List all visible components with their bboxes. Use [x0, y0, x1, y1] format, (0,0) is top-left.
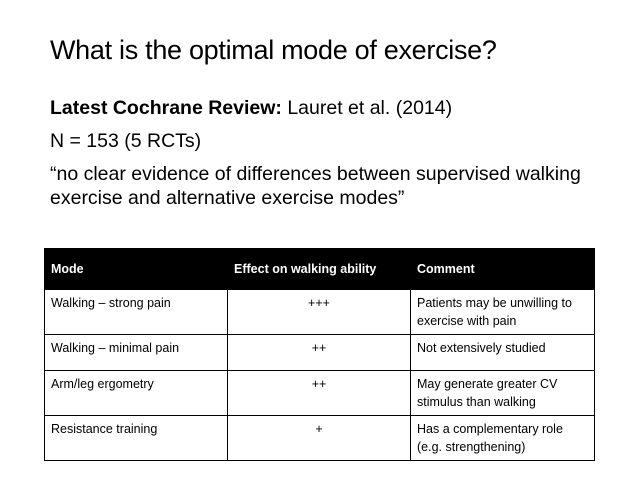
table-row: Walking – strong pain +++ Patients may b… — [44, 289, 595, 335]
slide-title: What is the optimal mode of exercise? — [50, 35, 497, 65]
header-mode: Mode — [44, 248, 228, 290]
header-effect: Effect on walking ability — [227, 248, 411, 290]
table-row: Resistance training + Has a complementar… — [44, 415, 595, 461]
cell-comment: Patients may be unwilling to exercise wi… — [410, 289, 595, 335]
cell-effect: +++ — [227, 289, 411, 335]
cell-comment: May generate greater CV stimulus than wa… — [410, 370, 595, 416]
cell-mode: Walking – strong pain — [44, 289, 228, 335]
header-comment: Comment — [410, 248, 595, 290]
cell-effect: + — [227, 415, 411, 461]
exercise-mode-table: Mode Effect on walking ability Comment W… — [44, 248, 595, 461]
sample-size: N = 153 (5 RCTs) — [50, 130, 202, 152]
cell-mode: Resistance training — [44, 415, 228, 461]
review-label: Latest Cochrane Review: — [50, 97, 282, 119]
review-citation: Lauret et al. (2014) — [281, 97, 453, 119]
slide-body: Latest Cochrane Review: Lauret et al. (2… — [50, 96, 610, 219]
review-line: Latest Cochrane Review: Lauret et al. (2… — [50, 96, 610, 120]
cell-effect: ++ — [227, 334, 411, 371]
cell-mode: Walking – minimal pain — [44, 334, 228, 371]
review-quote: “no clear evidence of differences betwee… — [50, 163, 581, 209]
table-header-row: Mode Effect on walking ability Comment — [44, 248, 595, 290]
cell-effect: ++ — [227, 370, 411, 416]
cell-comment: Has a complementary role (e.g. strengthe… — [410, 415, 595, 461]
table-row: Walking – minimal pain ++ Not extensivel… — [44, 334, 595, 371]
cell-comment: Not extensively studied — [410, 334, 595, 371]
table-row: Arm/leg ergometry ++ May generate greate… — [44, 370, 595, 416]
cell-mode: Arm/leg ergometry — [44, 370, 228, 416]
